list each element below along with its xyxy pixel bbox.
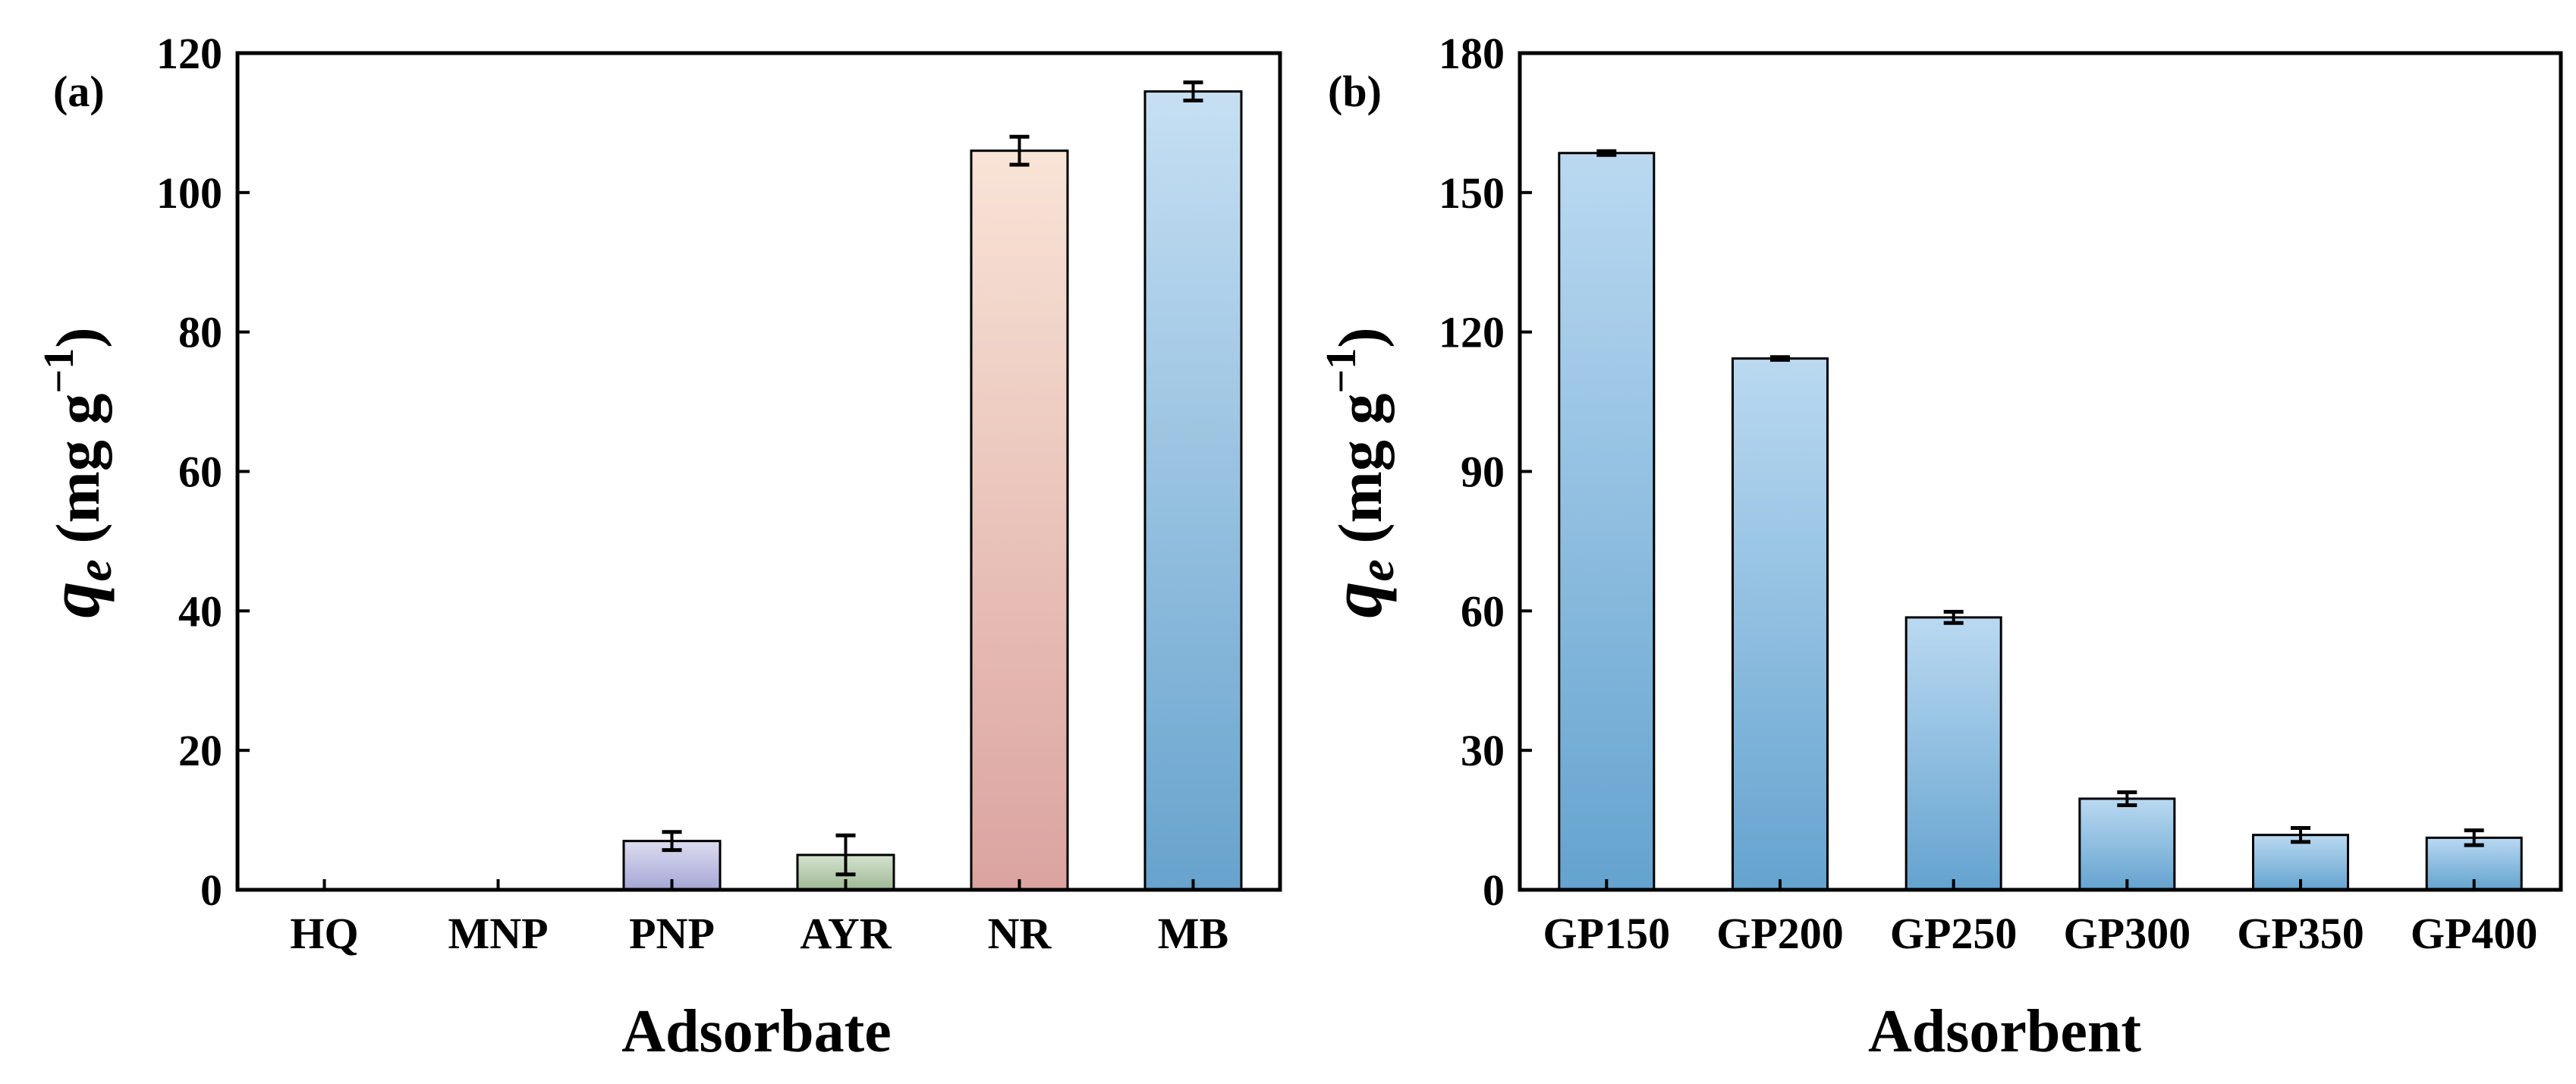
y-axis-exponent-a: −1	[36, 348, 83, 394]
y-axis-label-b: qe (mg g−1)	[1316, 327, 1404, 617]
plot-frame-b	[1518, 51, 2563, 892]
x-axis-label-b: Adsorbent	[1868, 998, 2141, 1065]
y-tick-label-90: 90	[1461, 448, 1505, 497]
plot-frame-a	[235, 51, 1282, 892]
x-tick-label-gp250: GP250	[1890, 909, 2018, 958]
y-tick-label-0: 0	[200, 866, 222, 915]
x-tick-label-hq: HQ	[290, 909, 358, 958]
x-tick-label-gp300: GP300	[2064, 909, 2191, 958]
error-bar-gp150	[1596, 149, 1617, 157]
x-tick-label-gp150: GP150	[1543, 909, 1671, 958]
y-axis-unit-close-b: )	[1326, 327, 1395, 347]
error-bar-gp200	[1770, 355, 1790, 362]
x-tick-label-gp350: GP350	[2237, 909, 2364, 958]
panel-label-a: (a)	[53, 67, 105, 116]
y-tick-label-60: 60	[178, 448, 222, 497]
y-axis-unit-a: (mg g	[43, 394, 112, 560]
y-axis-exponent-b: −1	[1318, 348, 1365, 394]
bar-gp200	[1731, 357, 1829, 891]
error-bar-mb	[1183, 80, 1203, 103]
bar-gp300	[2078, 797, 2176, 891]
y-axis-unit-close-a: )	[43, 327, 112, 347]
x-axis-label-a: Adsorbate	[621, 998, 892, 1065]
y-axis-subscript-a: e	[67, 559, 122, 581]
y-tick-label-80: 80	[178, 308, 222, 357]
x-tick-label-pnp: PNP	[629, 909, 715, 958]
bar-nr	[970, 149, 1069, 891]
y-axis-symbol-b: q	[1316, 582, 1397, 618]
chart-panel-b: (b) qe (mg g−1) Adsorbent GP150 GP200 GP25…	[1316, 29, 2563, 1065]
y-tick-label-60: 60	[1461, 586, 1505, 636]
bar-mb	[1143, 90, 1243, 891]
error-bar-gp300	[2117, 790, 2137, 807]
y-tick-label-30: 30	[1461, 726, 1505, 775]
panel-label-b: (b)	[1328, 67, 1382, 116]
chart-panel-a: (a) qe (mg g−1) Adsorbate HQ MNP PNP AYR NR M…	[33, 29, 1282, 1065]
y-tick-label-180: 180	[1439, 29, 1505, 78]
y-axis-label-a: qe (mg g−1)	[33, 327, 122, 617]
error-bar-gp400	[2464, 828, 2484, 847]
y-axis-subscript-b: e	[1349, 559, 1404, 581]
x-tick-label-ayr: AYR	[800, 909, 892, 958]
x-tick-label-gp400: GP400	[2411, 909, 2538, 958]
y-tick-label-150: 150	[1439, 168, 1505, 218]
error-bar-gp350	[2291, 826, 2310, 844]
y-tick-label-40: 40	[178, 586, 222, 636]
x-tick-label-mnp: MNP	[448, 909, 548, 958]
error-bar-gp250	[1943, 610, 1964, 625]
error-bar-pnp	[662, 830, 682, 853]
error-bar-nr	[1009, 134, 1030, 167]
y-axis-unit-b: (mg g	[1326, 394, 1395, 560]
y-tick-label-120: 120	[1439, 308, 1505, 357]
x-tick-label-nr: NR	[988, 909, 1052, 958]
x-tick-label-mb: MB	[1158, 909, 1228, 958]
bar-gp250	[1904, 616, 2002, 891]
bar-gp150	[1558, 152, 1656, 891]
y-tick-label-0: 0	[1483, 866, 1505, 915]
y-axis-symbol-a: q	[33, 582, 115, 618]
y-tick-label-100: 100	[156, 168, 222, 218]
x-tick-label-gp200: GP200	[1716, 909, 1844, 958]
y-tick-label-20: 20	[178, 726, 222, 775]
y-tick-label-120: 120	[156, 29, 222, 78]
error-bar-ayr	[835, 833, 856, 877]
